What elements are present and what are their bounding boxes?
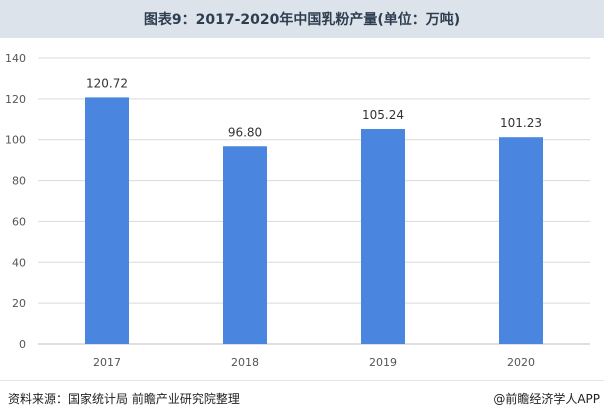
data-labels: 120.72 96.80 105.24 101.23 [86, 76, 542, 139]
source-note: 资料来源：国家统计局 前瞻产业研究院整理 [8, 392, 240, 406]
data-label-2020: 101.23 [500, 116, 542, 130]
data-label-2018: 96.80 [228, 125, 262, 139]
y-tick-label: 40 [12, 256, 26, 269]
x-tick-label-2020: 2020 [507, 356, 535, 369]
bar-chart: 0 20 40 60 80 100 120 140 120.72 96.80 105.24 101.… [5, 52, 590, 369]
chart-title-bar: 图表9：2017-2020年中国乳粉产量(单位：万吨) [0, 0, 604, 38]
credit-watermark-text: @前瞻经济学人APP [493, 392, 600, 406]
x-tick-label-2019: 2019 [369, 356, 397, 369]
y-tick-label: 80 [12, 175, 26, 188]
footer-divider [0, 380, 604, 381]
y-tick-label: 100 [5, 134, 26, 147]
y-axis-ticks: 0 20 40 60 80 100 120 140 [5, 52, 26, 351]
y-tick-label: 140 [5, 52, 26, 65]
x-tick-label-2018: 2018 [231, 356, 259, 369]
y-tick-label: 0 [19, 338, 26, 351]
data-label-2019: 105.24 [362, 108, 404, 122]
y-tick-label: 60 [12, 215, 26, 228]
x-tick-label-2017: 2017 [93, 356, 121, 369]
bar-2017 [85, 97, 129, 344]
bar-2019 [361, 129, 405, 344]
bars [85, 97, 543, 344]
gridlines [38, 57, 590, 345]
bar-2018 [223, 146, 267, 344]
bar-2020 [499, 137, 543, 344]
chart-title: 图表9：2017-2020年中国乳粉产量(单位：万吨) [143, 12, 461, 28]
footer: 资料来源：国家统计局 前瞻产业研究院整理 @前瞻经济学人APP [0, 382, 604, 416]
data-label-2017: 120.72 [86, 76, 128, 90]
x-axis-ticks: 2017 2018 2019 2020 [93, 356, 535, 369]
y-tick-label: 20 [12, 297, 26, 310]
y-tick-label: 120 [5, 93, 26, 106]
